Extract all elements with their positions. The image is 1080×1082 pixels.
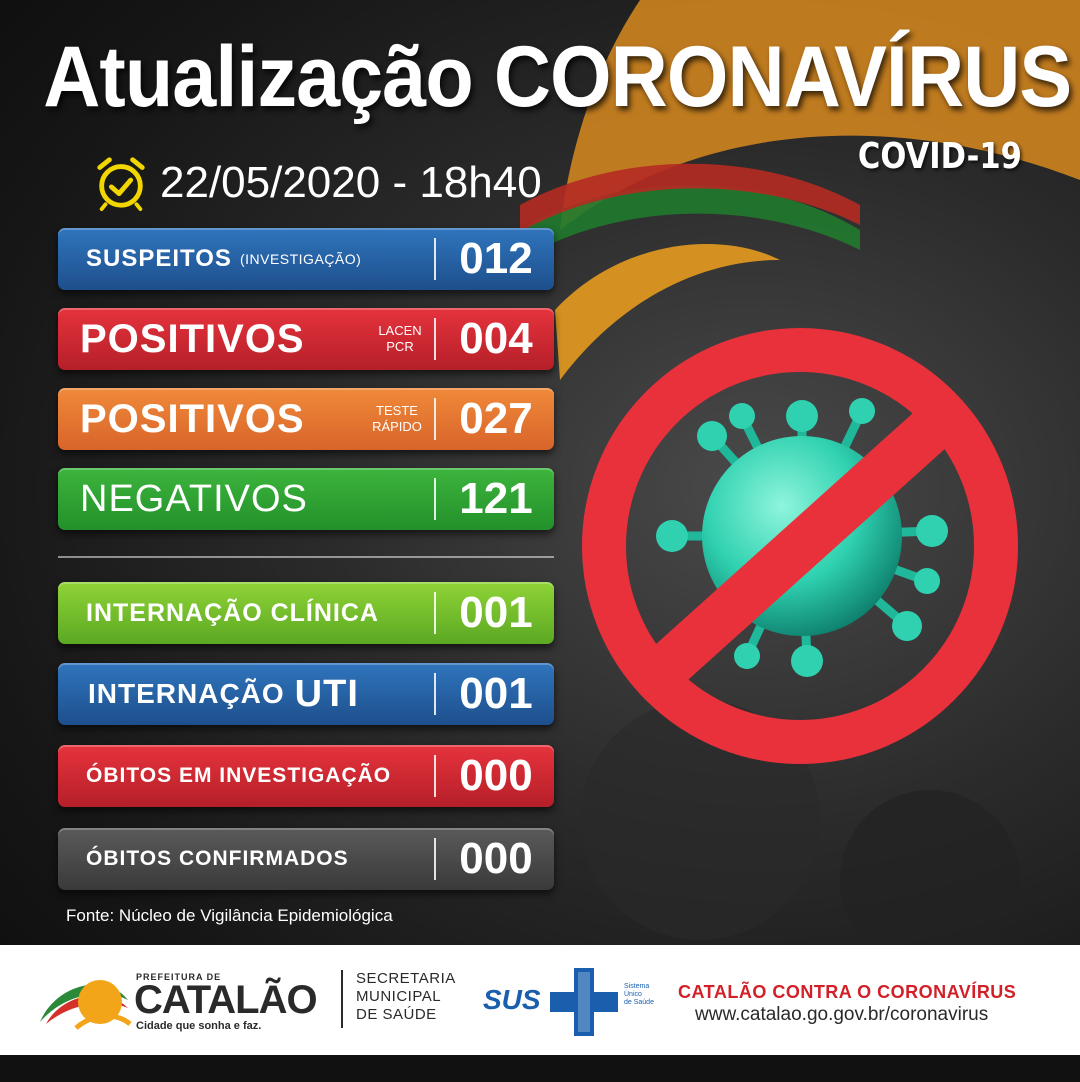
stat-obitos-investigacao: ÓBITOS EM INVESTIGAÇÃO 000 <box>58 745 554 807</box>
source-note: Fonte: Núcleo de Vigilância Epidemiológi… <box>66 906 393 925</box>
stat-label-uti: UTI <box>294 672 359 715</box>
website-link[interactable]: www.catalao.go.gov.br/coronavirus <box>695 1004 989 1025</box>
page-subtitle: COVID-19 <box>858 136 1022 177</box>
stat-label: ÓBITOS EM INVESTIGAÇÃO <box>86 764 392 787</box>
prohibited-virus-icon <box>582 328 1018 764</box>
stat-note: (INVESTIGAÇÃO) <box>239 251 362 267</box>
stat-value: 004 <box>459 314 533 363</box>
alarm-clock-check-icon <box>97 157 145 212</box>
sus-cross-icon <box>550 968 618 1036</box>
logo-prefeitura-label: PREFEITURA DE <box>136 972 222 982</box>
stat-value: 001 <box>459 669 533 718</box>
footer-separator <box>341 970 343 1028</box>
stat-label: ÓBITOS CONFIRMADOS <box>86 847 349 870</box>
stat-value: 000 <box>459 751 533 800</box>
section-divider <box>58 556 554 558</box>
stat-label: NEGATIVOS <box>80 477 308 520</box>
datetime-text: 22/05/2020 - 18h40 <box>160 158 542 207</box>
divider-line <box>434 755 436 797</box>
stat-value: 027 <box>459 394 533 443</box>
update-datetime: 22/05/2020 - 18h40 <box>92 154 542 212</box>
divider-line <box>434 478 436 520</box>
sus-subtitle: Sistema Único de Saúde <box>624 983 654 1006</box>
stat-label: SUSPEITOS <box>86 245 232 272</box>
divider-line <box>434 398 436 440</box>
stat-label: INTERNAÇÃO CLÍNICA <box>86 598 379 627</box>
stat-negativos: NEGATIVOS 121 <box>58 468 554 530</box>
secretaria-label: SECRETARIA MUNICIPAL DE SAÚDE <box>356 970 456 1023</box>
logo-tagline: Cidade que sonha e faz. <box>136 1020 262 1032</box>
campaign-text: CATALÃO CONTRA O CORONAVÍRUS <box>678 982 1017 1002</box>
page-title: Atualização CORONAVÍRUS <box>43 29 1072 125</box>
stat-value: 000 <box>459 834 533 883</box>
stat-obitos-confirmados: ÓBITOS CONFIRMADOS 000 <box>58 828 554 890</box>
stat-positivos-teste: POSITIVOS TESTE RÁPIDO 027 <box>58 388 554 450</box>
logo-city-name: CATALÃO <box>134 978 318 1022</box>
stat-internacao-clinica: INTERNAÇÃO CLÍNICA 001 <box>58 582 554 644</box>
stat-label: POSITIVOS <box>80 316 305 361</box>
stat-value: 001 <box>459 588 533 637</box>
stat-label: INTERNAÇÃO <box>88 678 285 709</box>
stat-note: LACEN PCR <box>378 323 422 354</box>
divider-line <box>434 838 436 880</box>
stat-internacao-uti: INTERNAÇÃO UTI 001 <box>58 663 554 725</box>
prohibition-sign <box>582 328 1018 764</box>
divider-line <box>434 318 436 360</box>
footer <box>0 945 1080 1055</box>
footer-bottom-strip <box>0 1055 1080 1082</box>
catalao-logo-icon <box>40 980 132 1030</box>
stat-label: POSITIVOS <box>80 396 305 441</box>
sus-logo-text: SUS <box>483 984 541 1015</box>
stat-note: TESTE RÁPIDO <box>372 403 422 434</box>
stat-suspeitos: SUSPEITOS (INVESTIGAÇÃO) 012 <box>58 228 554 290</box>
divider-line <box>434 592 436 634</box>
stat-positivos-pcr: POSITIVOS LACEN PCR 004 <box>58 308 554 370</box>
divider-line <box>434 673 436 715</box>
stat-value: 012 <box>459 234 533 283</box>
stat-value: 121 <box>459 474 533 523</box>
divider-line <box>434 238 436 280</box>
